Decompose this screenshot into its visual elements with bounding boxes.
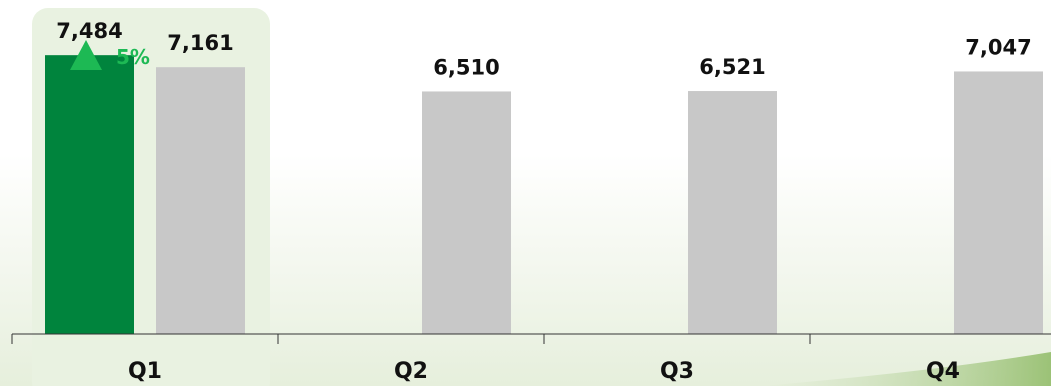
value-label-prior-q3: 6,521: [699, 55, 765, 79]
x-tick-label-q1: Q1: [128, 359, 162, 384]
x-tick-label-q4: Q4: [926, 359, 960, 384]
decorative-swoosh: [760, 352, 1051, 386]
x-tick-label-q2: Q2: [394, 359, 428, 384]
x-tick-label-q3: Q3: [660, 359, 694, 384]
bar-prior-q4: [954, 71, 1043, 334]
change-indicator-label: 5%: [116, 45, 150, 69]
value-label-prior-q2: 6,510: [433, 55, 499, 79]
bar-current-q1: [45, 55, 134, 334]
bar-prior-q2: [422, 91, 511, 335]
value-label-prior-q4: 7,047: [965, 35, 1031, 59]
value-label-current-q1: 7,484: [56, 19, 122, 43]
up-triangle-icon: [70, 40, 102, 70]
bar-prior-q1: [156, 67, 245, 334]
bar-prior-q3: [688, 91, 777, 334]
value-label-prior-q1: 7,161: [167, 31, 233, 55]
